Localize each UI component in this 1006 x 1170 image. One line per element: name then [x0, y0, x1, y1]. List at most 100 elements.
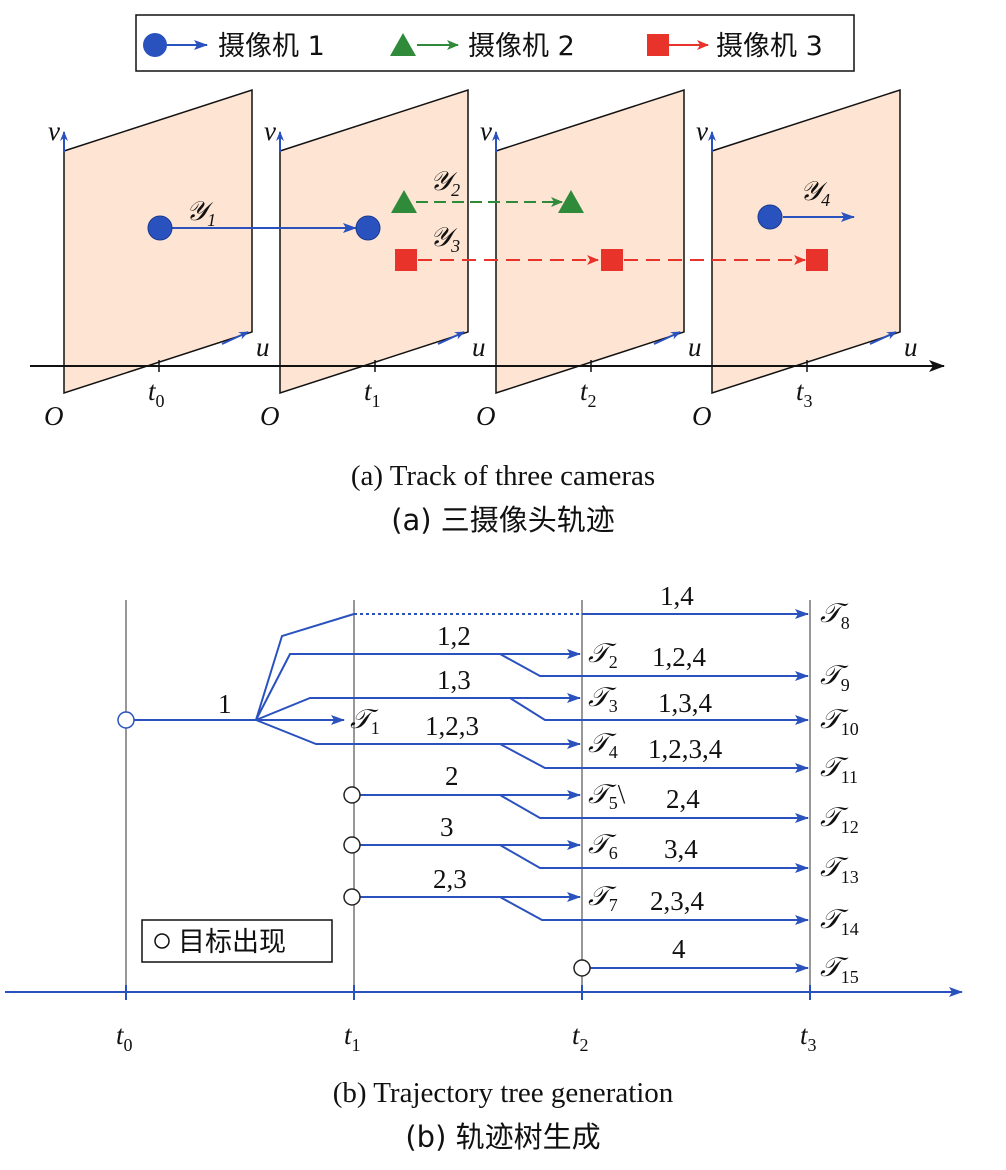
- caption-a-cn: (a) 三摄像头轨迹: [391, 503, 615, 537]
- tree-node-T15: 𝒯15: [820, 952, 859, 987]
- legend-label-camera-2: 摄像机 2: [468, 31, 575, 62]
- panel-b: 目标出现 1 1,2 1,3 1,2,3 2 3 2,3 1,4 1,2,4 1…: [5, 581, 963, 1154]
- tree-node-labels-t3: 𝒯8 𝒯9 𝒯10 𝒯11 𝒯12 𝒯13 𝒯14 𝒯15: [820, 598, 859, 987]
- origin-label-2: O: [476, 401, 496, 431]
- tree-node-T4: 𝒯4: [588, 728, 618, 762]
- time-label-a-1: t1: [364, 376, 381, 411]
- edge-branch-1-4-a: [255, 613, 355, 721]
- legend-label-camera-3: 摄像机 3: [716, 31, 823, 62]
- time-label-b-0: t0: [116, 1020, 133, 1055]
- branch-label-3: 3: [440, 812, 454, 842]
- legend-a: 摄像机 1 摄像机 2 摄像机 3: [135, 14, 855, 72]
- tree-node-T2: 𝒯2: [588, 638, 618, 672]
- appear-marker-root: [117, 711, 135, 729]
- camera2-marker-t2: [558, 190, 584, 213]
- branch-label-2: 2: [445, 761, 459, 791]
- legend-b-label: 目标出现: [178, 927, 286, 958]
- appearance-markers: [117, 711, 591, 977]
- edge-branch-1-3: [255, 693, 581, 721]
- tree-node-T12: 𝒯12: [820, 802, 859, 837]
- edge-branch-1-3-4: [509, 697, 809, 725]
- tree-node-T10: 𝒯10: [820, 704, 859, 739]
- u-axis-arrow-2: [653, 331, 681, 345]
- tree-node-T1: 𝒯1: [350, 704, 380, 738]
- time-label-b-2: t2: [572, 1020, 589, 1055]
- legend-circle-marker: [143, 33, 167, 57]
- camera1-marker-t0: [147, 215, 173, 241]
- legend-triangle-marker: [390, 33, 416, 56]
- legend-b: 目标出现: [141, 919, 333, 963]
- appear-marker-2-3: [343, 888, 361, 906]
- time-label-a-3: t3: [796, 376, 813, 411]
- branch-label-1-3: 1,3: [437, 665, 471, 695]
- legend-square-marker: [647, 34, 669, 56]
- legend-label-camera-1: 摄像机 1: [218, 31, 325, 62]
- axis-u-label-0: u: [256, 332, 270, 362]
- tree-node-T9: 𝒯9: [820, 660, 850, 695]
- camera-planes: v u Ot0 v u Ot1 v u Ot2 v u Ot3: [44, 88, 918, 431]
- edge-branch-3-4: [499, 844, 809, 873]
- tree-node-T5: 𝒯5\: [588, 779, 626, 813]
- plane-rect-0: [63, 88, 253, 395]
- camera3-marker-t1: [395, 249, 417, 271]
- camera1-marker-t3: [757, 204, 783, 230]
- time-labels-b: t0 t1 t2 t3: [116, 985, 817, 1055]
- appear-marker-4: [573, 959, 591, 977]
- time-label-a-0: t0: [148, 376, 165, 411]
- legend-b-circle-icon: [154, 933, 170, 949]
- origin-label-0: O: [44, 401, 64, 431]
- time-label-b-1: t1: [344, 1020, 361, 1055]
- origin-label-3: O: [692, 401, 712, 431]
- plane-rect-3: [711, 88, 901, 395]
- caption-a-en: (a) Track of three cameras: [351, 460, 655, 492]
- edge-branch-2-3-4: [499, 896, 809, 925]
- u-axis-arrow-1: [437, 331, 465, 345]
- camera-plane-0: v u Ot0: [44, 88, 270, 431]
- legend-a-frame: [135, 14, 855, 72]
- u-axis-arrow-0: [221, 331, 249, 345]
- caption-b-cn: (b) 轨迹树生成: [405, 1120, 600, 1154]
- camera2-marker-t1: [391, 190, 417, 213]
- branch-label-1-3-4: 1,3,4: [658, 688, 713, 718]
- origin-label-1: O: [260, 401, 280, 431]
- tree-node-T14: 𝒯14: [820, 904, 859, 939]
- edge-branch-1-2-3-4: [499, 743, 809, 773]
- u-axis-arrow-3: [869, 331, 897, 345]
- branch-label-1-2-4: 1,2,4: [652, 642, 707, 672]
- tree-node-T3: 𝒯3: [588, 682, 618, 716]
- camera-plane-1: v u Ot1: [260, 88, 486, 431]
- branch-label-1-2-3: 1,2,3: [425, 711, 479, 741]
- appear-marker-3: [343, 836, 361, 854]
- camera-plane-2: v u Ot2: [476, 88, 702, 431]
- branch-label-4: 4: [672, 934, 686, 964]
- appear-marker-2: [343, 786, 361, 804]
- branch-label-1-2: 1,2: [437, 621, 471, 651]
- branch-label-1-2-3-4: 1,2,3,4: [648, 734, 723, 764]
- branch-label-3-4: 3,4: [664, 834, 698, 864]
- axis-u-label-2: u: [688, 332, 702, 362]
- time-label-a-2: t2: [580, 376, 597, 411]
- legend-b-frame: [141, 919, 333, 963]
- tree-edges: [134, 609, 809, 973]
- branch-label-2-3: 2,3: [433, 864, 467, 894]
- edge-branch-1-2-3: [255, 719, 581, 749]
- plane-rect-2: [495, 88, 685, 395]
- tree-node-T8: 𝒯8: [820, 598, 850, 633]
- branch-label-2-4: 2,4: [666, 784, 700, 814]
- camera1-marker-t1: [355, 215, 381, 241]
- tree-node-T13: 𝒯13: [820, 852, 859, 887]
- tree-node-labels-t2: 𝒯1 𝒯2 𝒯3 𝒯4 𝒯5\ 𝒯6 𝒯7: [350, 638, 626, 915]
- branch-labels: 1 1,2 1,3 1,2,3 2 3 2,3 1,4 1,2,4 1,3,4 …: [218, 581, 723, 964]
- plane-rect-1: [279, 88, 469, 395]
- edge-branch-1-2-4: [499, 653, 809, 681]
- tree-node-T7: 𝒯7: [588, 881, 618, 915]
- axis-v-label-0: v: [48, 116, 60, 146]
- time-label-b-3: t3: [800, 1020, 817, 1055]
- branch-label-1: 1: [218, 689, 232, 719]
- edge-branch-2-4: [499, 794, 809, 823]
- axis-v-label-1: v: [264, 116, 276, 146]
- axis-u-label-3: u: [904, 332, 918, 362]
- camera-plane-3: v u Ot3: [692, 88, 918, 431]
